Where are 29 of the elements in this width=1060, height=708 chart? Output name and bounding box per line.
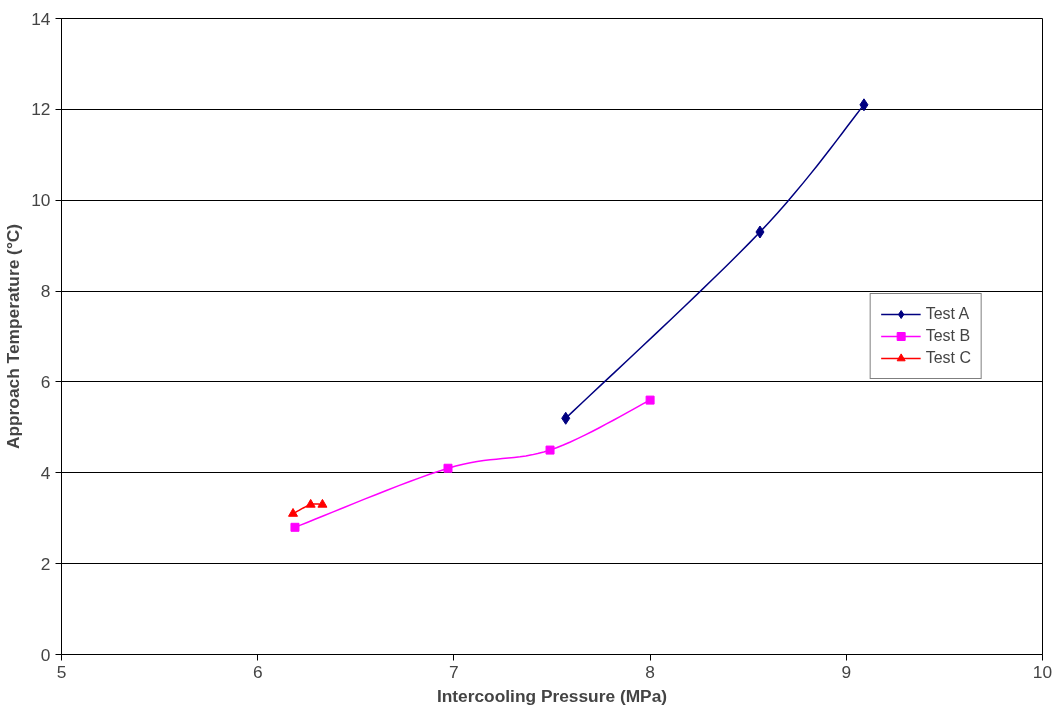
point [443,463,453,473]
point [288,507,299,517]
x-tick-label: 8 [645,661,655,682]
point [755,225,765,239]
y-tick-label: 12 [31,99,51,120]
point [645,395,655,405]
point [859,98,869,112]
legend-label: Test B [925,327,971,345]
y-tick-label: 0 [40,644,51,665]
point [290,522,300,532]
x-tick-label: 10 [1032,661,1053,682]
y-tick-label: 14 [31,8,51,29]
y-tick-label: 6 [40,371,51,392]
x-tick-label: 7 [449,661,459,682]
y-tick-label: 8 [40,281,51,302]
point [561,411,571,425]
y-tick-label: 4 [40,462,51,483]
legend-label: Test C [925,349,971,367]
point [545,445,555,455]
point [305,498,316,508]
y-tick-label: 2 [40,553,51,574]
y-tick-label: 10 [31,190,51,211]
point [317,498,328,508]
x-tick-label: 5 [56,661,67,682]
y-axis-title: Approach Temperature (°C) [3,223,24,450]
legend-label: Test A [925,305,970,323]
x-tick-label: 6 [252,661,263,682]
x-tick-label: 9 [841,661,852,682]
x-axis-title: Intercooling Pressure (MPa) [436,685,668,706]
